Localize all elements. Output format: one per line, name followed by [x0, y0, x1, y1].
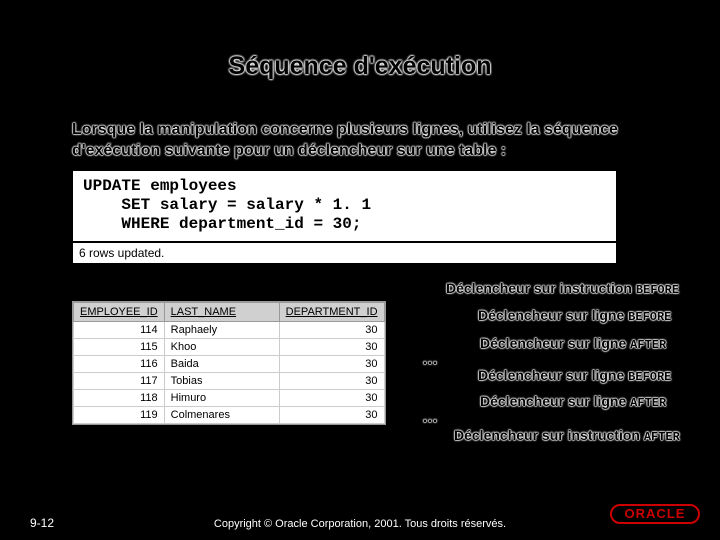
- oracle-logo: ORACLE: [610, 504, 700, 524]
- trigger-stmt-before: Déclencheur sur instruction BEFORE: [446, 278, 679, 299]
- sql-result: 6 rows updated.: [72, 242, 617, 264]
- table-row: 114Raphaely30: [74, 322, 385, 339]
- table-row: 118Himuro30: [74, 390, 385, 407]
- ellipsis: …: [422, 354, 680, 365]
- arrow-icon: [456, 396, 476, 406]
- trigger-row-before: Déclencheur sur ligne BEFORE: [478, 305, 671, 326]
- ellipsis: …: [422, 412, 680, 423]
- arrow-icon: [444, 311, 474, 321]
- table-row: 117Tobias30: [74, 373, 385, 390]
- col-last-name: LAST_NAME: [164, 303, 279, 322]
- arrow-icon: [456, 338, 476, 348]
- trigger-row-after-2: Déclencheur sur ligne AFTER: [480, 391, 666, 412]
- trigger-row-before-2: Déclencheur sur ligne BEFORE: [478, 365, 671, 386]
- arrow-icon: [396, 284, 442, 294]
- table-row: 116Baida30: [74, 356, 385, 373]
- footer: 9-12 Copyright © Oracle Corporation, 200…: [0, 510, 720, 530]
- table-header-row: EMPLOYEE_ID LAST_NAME DEPARTMENT_ID: [74, 303, 385, 322]
- table-row: 115Khoo30: [74, 339, 385, 356]
- trigger-stmt-after: Déclencheur sur instruction AFTER: [454, 425, 680, 446]
- trigger-row-after: Déclencheur sur ligne AFTER: [480, 333, 666, 354]
- sql-code-block: UPDATE employees SET salary = salary * 1…: [72, 170, 617, 242]
- col-department-id: DEPARTMENT_ID: [279, 303, 384, 322]
- intro-paragraph: Lorsque la manipulation concerne plusieu…: [72, 120, 690, 162]
- employees-table: EMPLOYEE_ID LAST_NAME DEPARTMENT_ID 114R…: [72, 301, 386, 425]
- trigger-sequence: Déclencheur sur instruction BEFORE Décle…: [396, 278, 680, 447]
- slide-title: Séquence d'exécution: [0, 52, 720, 81]
- table-row: 119Colmenares30: [74, 407, 385, 424]
- arrow-icon: [444, 371, 474, 381]
- col-employee-id: EMPLOYEE_ID: [74, 303, 165, 322]
- arrow-icon: [432, 431, 450, 441]
